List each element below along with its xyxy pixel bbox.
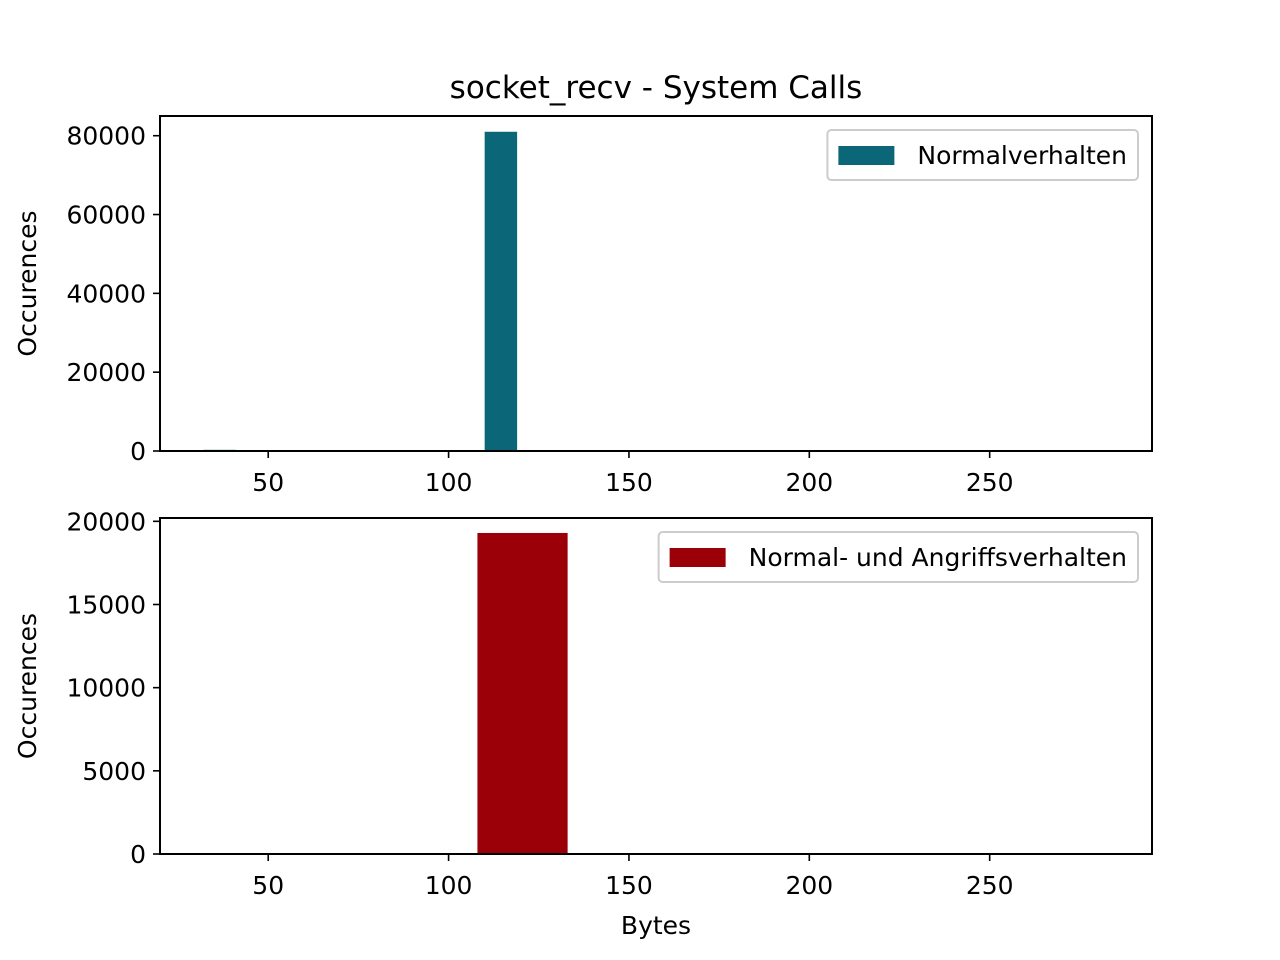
y-tick-label: 0 xyxy=(130,437,146,466)
x-tick-label: 150 xyxy=(605,871,653,900)
legend: Normalverhalten xyxy=(826,129,1139,181)
x-tick-label: 50 xyxy=(252,468,284,497)
legend-label: Normal- und Angriffsverhalten xyxy=(749,543,1127,572)
legend-box xyxy=(657,531,1139,583)
y-axis-label: Occurences xyxy=(13,613,42,759)
x-tick-label: 50 xyxy=(252,871,284,900)
y-tick-label: 40000 xyxy=(66,279,146,308)
legend-swatch xyxy=(838,146,895,165)
legend-box xyxy=(826,129,1139,181)
x-tick-label: 250 xyxy=(966,468,1014,497)
plot-frame xyxy=(159,517,1153,855)
subplot-bottom: 50 100 150 200 250 0 5000 10000 15000 20000 Occure… xyxy=(13,507,1153,940)
x-tick-label: 250 xyxy=(966,871,1014,900)
y-tick-label: 60000 xyxy=(66,201,146,230)
subplot-top: 50 100 150 200 250 0 20000 40000 60000 80000 Occur… xyxy=(13,115,1153,497)
x-tick-label: 100 xyxy=(425,871,473,900)
chart-title: socket_recv - System Calls xyxy=(450,70,863,106)
legend-swatch xyxy=(669,548,726,567)
x-axis-label: Bytes xyxy=(621,911,691,940)
legend: Normal- und Angriffsverhalten xyxy=(657,531,1139,583)
legend-label: Normalverhalten xyxy=(917,141,1127,170)
x-tick-label: 100 xyxy=(425,468,473,497)
x-tick-label: 200 xyxy=(785,468,833,497)
bar-0-0-1 xyxy=(484,131,518,451)
y-tick-label: 10000 xyxy=(66,674,146,703)
y-tick-label: 80000 xyxy=(66,122,146,151)
x-tick-label: 200 xyxy=(785,871,833,900)
y-tick-label: 20000 xyxy=(66,358,146,387)
y-tick-label: 20000 xyxy=(66,507,146,536)
bar-1-0-1 xyxy=(477,532,568,854)
y-tick-label: 0 xyxy=(130,840,146,869)
y-tick-label: 15000 xyxy=(66,590,146,619)
y-axis-label: Occurences xyxy=(13,210,42,356)
plot-frame xyxy=(159,115,1153,452)
y-tick-label: 5000 xyxy=(82,757,146,786)
x-tick-label: 150 xyxy=(605,468,653,497)
